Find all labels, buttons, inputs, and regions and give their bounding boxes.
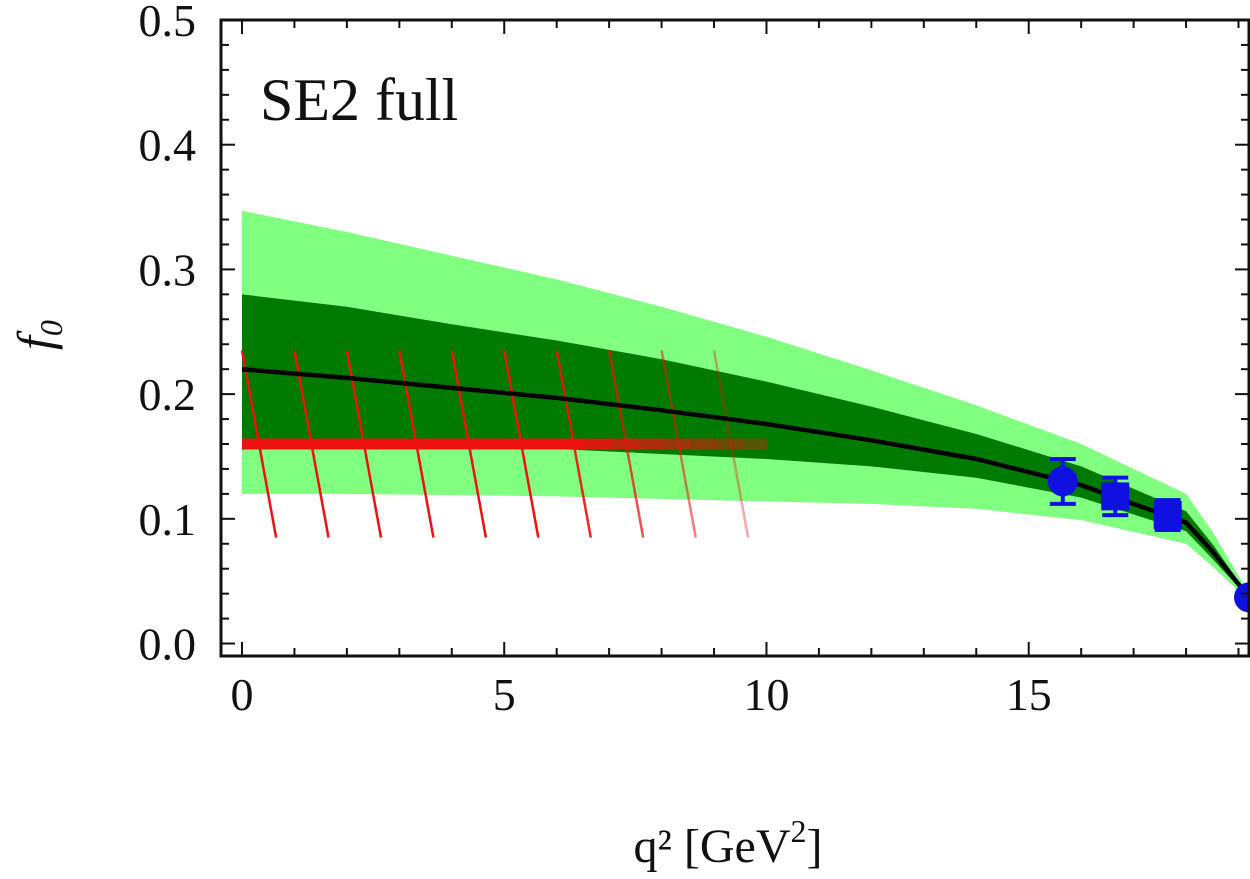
x-axis-label: q² [GeV2] bbox=[634, 813, 823, 873]
y-axis-label-subscript: 0 bbox=[33, 320, 69, 336]
x-tick-label-3: 15 bbox=[1006, 669, 1052, 720]
x-tick-label-1: 5 bbox=[493, 669, 516, 720]
lattice-point-3 bbox=[1234, 582, 1250, 613]
plot-frame bbox=[219, 18, 1250, 658]
y-tick-label-1: 0.1 bbox=[139, 494, 197, 545]
labels-layer: 0 5 10 15 0.0 0.1 0.2 0.3 0.4 0.5 SE2 full q² [GeV2… bbox=[7, 0, 1052, 873]
x-axis-label-close: ] bbox=[807, 820, 823, 873]
x-tick-label-0: 0 bbox=[230, 669, 253, 720]
lattice-point-0 bbox=[1047, 466, 1078, 497]
bands-layer bbox=[242, 210, 1249, 602]
inner-band bbox=[242, 294, 1249, 599]
y-tick-label-3: 0.3 bbox=[139, 244, 197, 295]
lcsr-layer bbox=[240, 350, 768, 538]
x-axis-label-superscript: 2 bbox=[791, 813, 807, 849]
x-tick-label-2: 10 bbox=[743, 669, 789, 720]
lattice-point-1 bbox=[1101, 482, 1130, 511]
y-tick-label-2: 0.2 bbox=[139, 369, 197, 420]
y-axis-label: f0 bbox=[7, 320, 69, 350]
y-tick-label-4: 0.4 bbox=[139, 120, 197, 171]
chart-title: SE2 full bbox=[260, 67, 458, 133]
lattice-layer bbox=[1047, 456, 1250, 613]
lcsr-hatch-9 bbox=[712, 350, 750, 538]
ticks-layer bbox=[221, 19, 1249, 656]
central-layer bbox=[241, 366, 1249, 599]
central-line bbox=[241, 366, 1249, 599]
lattice-point-2 bbox=[1153, 501, 1182, 530]
x-axis-label-base: q² [GeV bbox=[634, 820, 791, 873]
y-tick-label-5: 0.5 bbox=[139, 0, 197, 46]
y-tick-label-0: 0.0 bbox=[139, 619, 197, 670]
